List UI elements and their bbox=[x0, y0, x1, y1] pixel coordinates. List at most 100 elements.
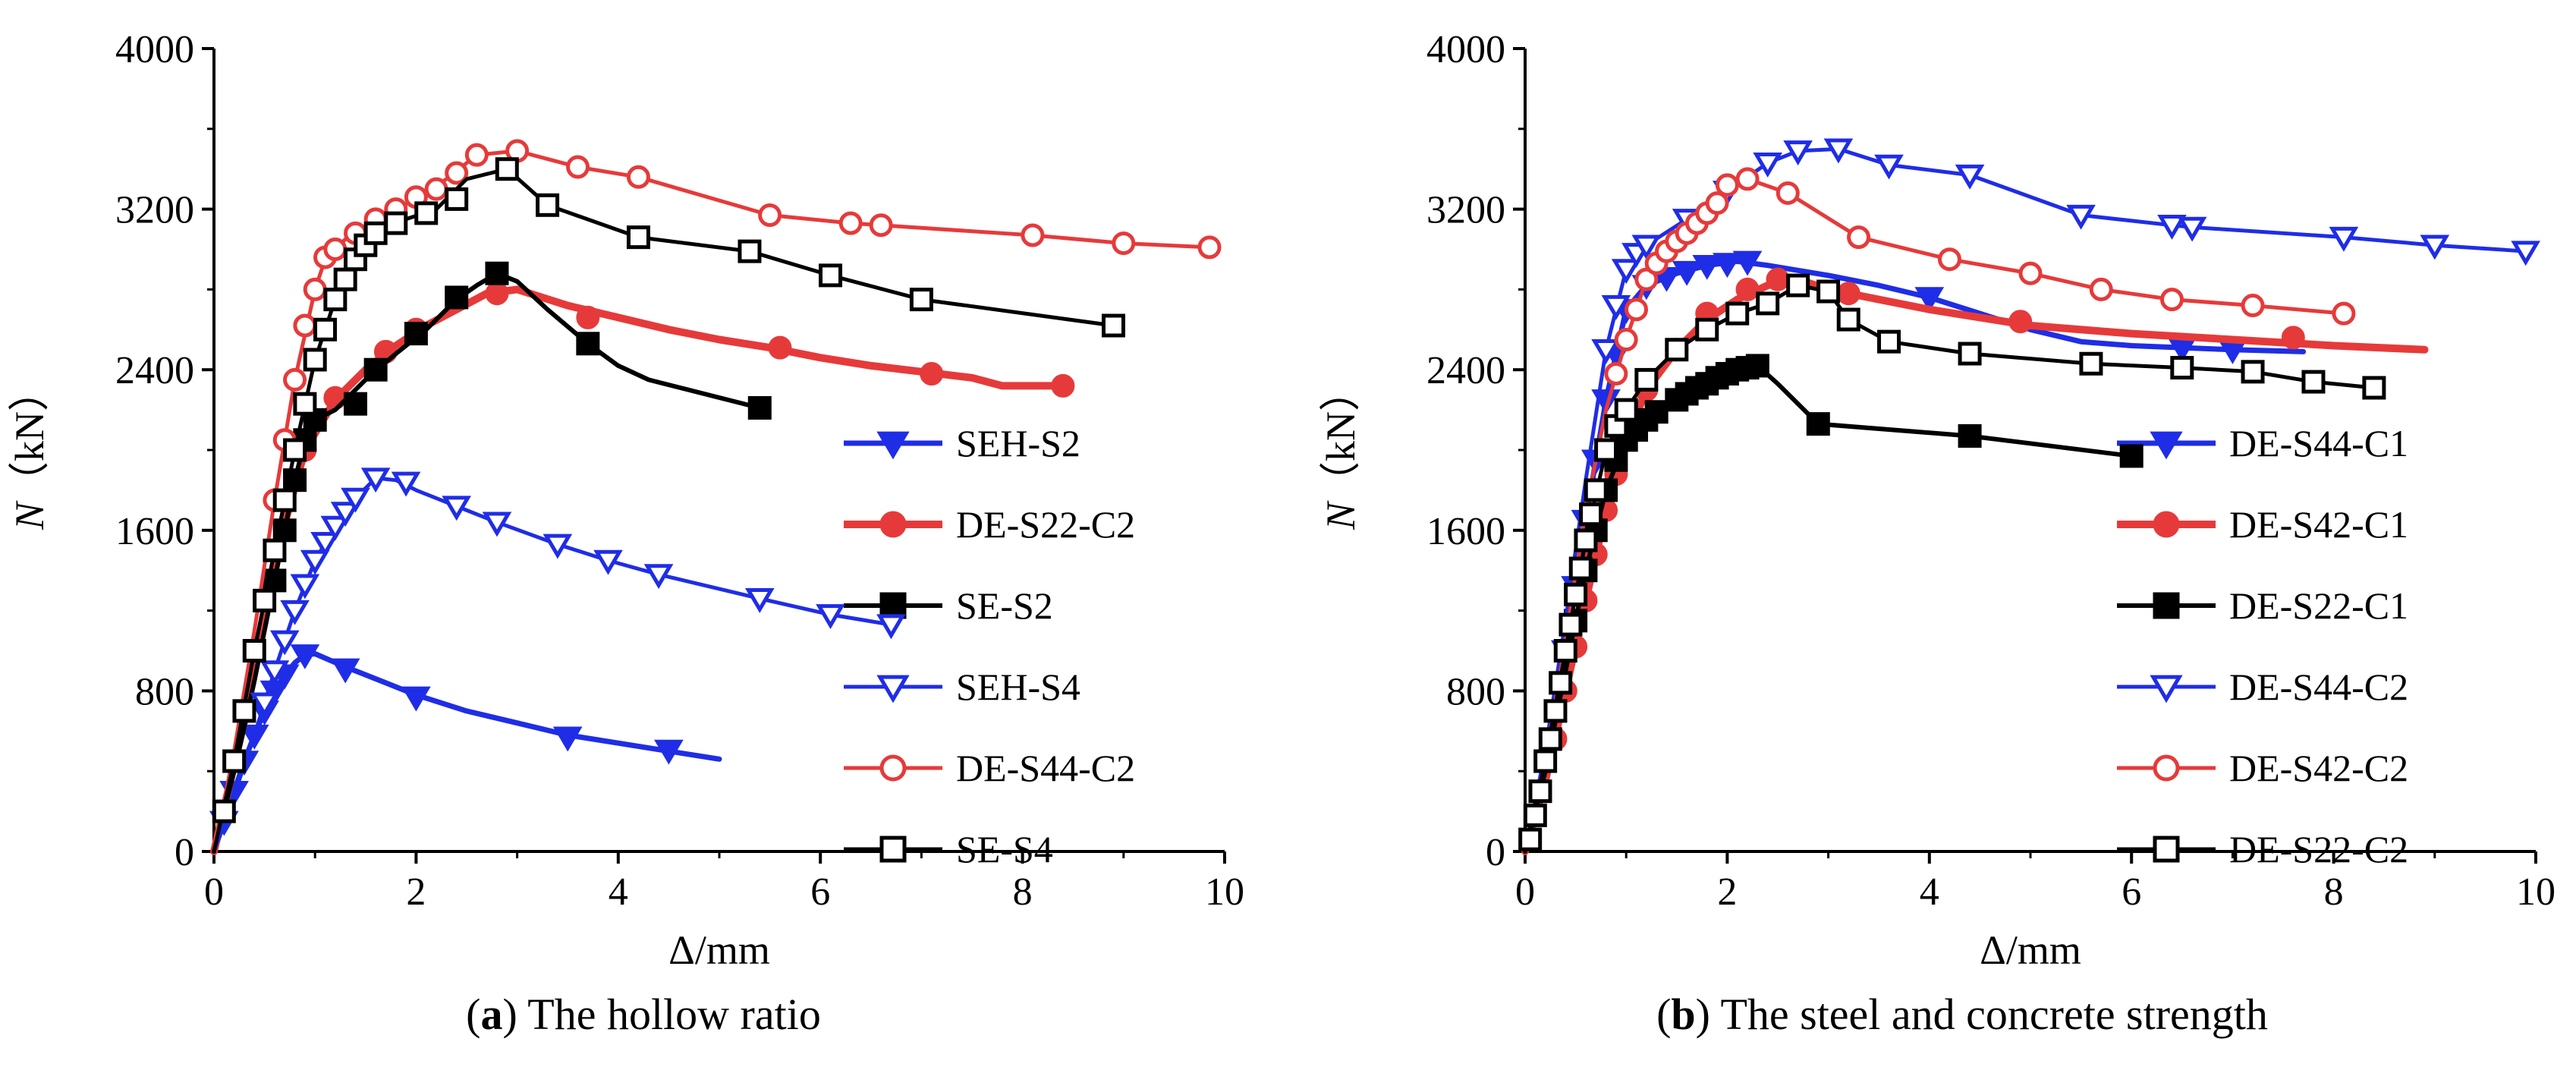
x-axis-title: Δ/mm bbox=[1980, 927, 2081, 973]
y-axis-symbol: N bbox=[1318, 500, 1363, 530]
legend-marker bbox=[879, 754, 907, 782]
data-point bbox=[250, 692, 279, 718]
legend-label: SEH-S4 bbox=[956, 666, 1080, 708]
legend-label: DE-S44-C1 bbox=[2229, 422, 2408, 464]
data-point bbox=[1705, 191, 1729, 216]
data-point bbox=[1614, 398, 1638, 422]
data-point bbox=[1533, 749, 1558, 773]
data-point bbox=[445, 161, 469, 185]
data-point bbox=[1112, 231, 1136, 256]
data-point bbox=[816, 604, 845, 630]
y-tick-label: 2400 bbox=[115, 349, 194, 392]
data-point bbox=[576, 332, 600, 356]
x-tick-label: 8 bbox=[1013, 870, 1033, 914]
data-point bbox=[2420, 234, 2450, 260]
legend-label: SE-S2 bbox=[956, 584, 1053, 627]
data-point bbox=[1644, 400, 1669, 424]
data-point bbox=[1786, 273, 1810, 297]
legend-marker bbox=[2153, 592, 2180, 619]
legend-item: DE-S44-C1 bbox=[2117, 422, 2408, 464]
data-point bbox=[272, 488, 297, 512]
y-tick-label: 4000 bbox=[1426, 28, 1505, 71]
legend-marker bbox=[2150, 675, 2183, 703]
data-point bbox=[269, 630, 300, 656]
legend-marker bbox=[2153, 511, 2180, 538]
data-point bbox=[283, 438, 307, 462]
legend-marker bbox=[879, 511, 907, 538]
series-SEH-S2 bbox=[209, 644, 722, 855]
x-tick-label: 4 bbox=[1920, 870, 1939, 914]
data-point bbox=[1776, 181, 1800, 205]
series-DE-S22-C2 bbox=[1518, 273, 2386, 854]
data-point bbox=[543, 534, 573, 559]
legend-marker bbox=[2153, 754, 2180, 782]
x-tick-label: 6 bbox=[2122, 870, 2141, 914]
data-point bbox=[391, 471, 421, 497]
x-tick-label: 0 bbox=[204, 870, 224, 914]
data-point bbox=[253, 588, 277, 612]
data-point bbox=[363, 221, 388, 245]
legend-label: DE-S44-C2 bbox=[2229, 666, 2408, 708]
data-point bbox=[2332, 301, 2356, 326]
data-point bbox=[744, 588, 775, 613]
data-point bbox=[442, 496, 472, 521]
data-point bbox=[1715, 173, 1739, 197]
legend-marker bbox=[879, 592, 907, 619]
x-tick-label: 6 bbox=[810, 870, 830, 914]
legend-marker bbox=[876, 431, 910, 460]
data-point bbox=[1695, 317, 1719, 342]
data-point bbox=[2119, 444, 2144, 468]
y-tick-label: 2400 bbox=[1426, 349, 1505, 392]
data-point bbox=[1611, 259, 1641, 285]
caption-letter: b bbox=[1671, 990, 1695, 1039]
data-point bbox=[212, 799, 236, 823]
data-point bbox=[363, 357, 388, 382]
x-tick-label: 8 bbox=[2324, 870, 2344, 914]
data-point bbox=[1021, 223, 1045, 247]
data-point bbox=[1847, 225, 1871, 250]
series-SEH-S4 bbox=[212, 467, 906, 854]
data-point bbox=[1591, 339, 1621, 364]
y-tick-label: 0 bbox=[175, 831, 194, 874]
data-point bbox=[1523, 803, 1547, 827]
legend-item: DE-S22-C1 bbox=[2117, 584, 2408, 627]
data-point bbox=[1518, 827, 1543, 851]
data-point bbox=[1543, 699, 1568, 723]
data-point bbox=[1614, 328, 1638, 352]
series-DE-S44-C1 bbox=[1522, 250, 2307, 855]
data-point bbox=[263, 538, 287, 562]
legend-label: DE-S42-C1 bbox=[2229, 503, 2408, 546]
data-point bbox=[330, 502, 360, 527]
y-tick-label: 3200 bbox=[1426, 189, 1505, 232]
legend-marker bbox=[2153, 836, 2180, 863]
legend-item: SEH-S2 bbox=[844, 422, 1080, 464]
data-point bbox=[1937, 247, 1961, 272]
x-axis-title: Δ/mm bbox=[668, 927, 770, 973]
series-SE-S4 bbox=[212, 157, 1125, 854]
data-point bbox=[280, 600, 310, 625]
data-point bbox=[768, 335, 792, 360]
data-point bbox=[909, 288, 933, 312]
data-point bbox=[1955, 164, 1985, 190]
panel-b: 0 800 1600 2400 3200 4000 0 2 4 6 8 10 Δ/mm N（kN） DE-S… bbox=[1318, 28, 2556, 1039]
x-tick-label: 10 bbox=[1205, 870, 1244, 914]
y-axis-title: N（kN） bbox=[7, 370, 52, 530]
data-point bbox=[1823, 138, 1854, 164]
data-point bbox=[495, 157, 519, 181]
data-point bbox=[1958, 423, 1982, 448]
series-DE-S44-C2 bbox=[212, 139, 1222, 854]
data-point bbox=[1625, 297, 1649, 322]
y-tick-label: 3200 bbox=[115, 189, 194, 232]
data-point bbox=[333, 267, 357, 291]
data-point bbox=[242, 639, 266, 663]
data-point bbox=[1549, 671, 1573, 695]
data-point bbox=[323, 288, 348, 312]
data-point bbox=[1594, 438, 1618, 462]
panel-caption: (a) The hollow ratio bbox=[466, 990, 821, 1039]
data-point bbox=[1725, 301, 1750, 326]
data-point bbox=[2089, 277, 2113, 301]
data-point bbox=[819, 263, 843, 288]
y-axis-title: N（kN） bbox=[1318, 370, 1363, 530]
data-point bbox=[283, 367, 307, 392]
data-point bbox=[313, 317, 338, 342]
